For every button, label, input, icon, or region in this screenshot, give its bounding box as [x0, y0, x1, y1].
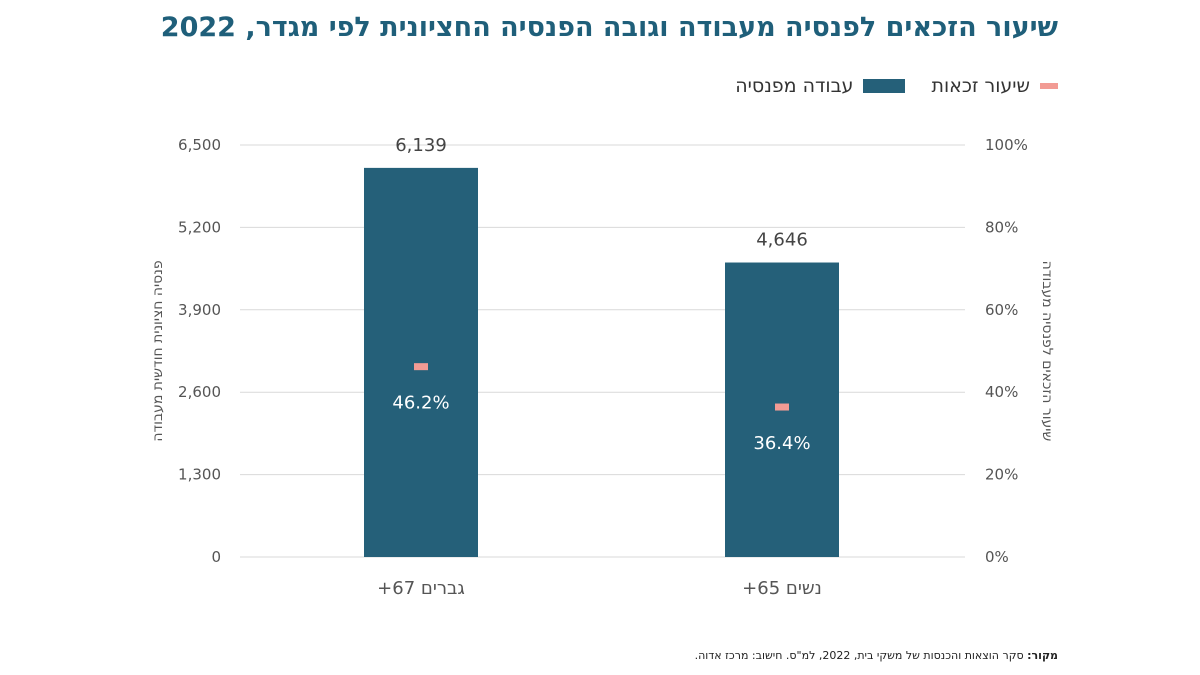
y-right-tick-label: 20%: [985, 466, 1018, 484]
legend-label-rate: שיעור זכאות: [931, 75, 1030, 97]
rate-marker: [414, 363, 428, 371]
y-left-tick-label: 1,300: [178, 466, 221, 484]
chart-title: שיעור הזכאים לפנסיה מעבודה וגובה הפנסיה …: [160, 12, 1058, 43]
legend-bar-swatch: [863, 79, 906, 93]
bar: [364, 167, 478, 558]
rate-value-label: 46.2%: [392, 393, 449, 414]
rate-value-label: 36.4%: [753, 433, 810, 454]
source-note: מקור: סקר הוצאות והכנסות של משקי בית, 20…: [695, 649, 1058, 662]
y-left-tick-label: 5,200: [178, 218, 221, 236]
bar-value-label: 6,139: [395, 135, 447, 156]
y-right-tick-label: 100%: [985, 136, 1028, 154]
y-left-axis-title: פנסיה חציונית חודשית מעבודה: [150, 260, 166, 441]
y-left-tick-label: 3,900: [178, 301, 221, 319]
y-right-tick-label: 80%: [985, 218, 1018, 236]
y-left-tick-label: 6,500: [178, 136, 221, 154]
y-right-tick-label: 60%: [985, 301, 1018, 319]
y-left-tick-label: 2,600: [178, 383, 221, 401]
legend-label-pension: עבודה מפנסיה: [735, 75, 854, 97]
source-text: סקר הוצאות והכנסות של משקי בית, 2022, למ…: [694, 649, 1028, 662]
bar-value-label: 4,646: [756, 230, 808, 251]
category-label: נשים 65+: [742, 578, 822, 599]
source-label: מקור:: [1027, 649, 1058, 662]
category-label: גברים 67+: [377, 578, 465, 599]
legend: שיעור זכאות עבודה מפנסיה: [735, 75, 1058, 97]
y-right-tick-label: 0%: [985, 548, 1009, 566]
y-right-tick-label: 40%: [985, 383, 1018, 401]
rate-marker: [775, 403, 789, 411]
legend-item-pension: עבודה מפנסיה: [735, 75, 906, 97]
y-left-tick-label: 0: [211, 548, 221, 566]
legend-item-rate: שיעור זכאות: [931, 75, 1058, 97]
y-right-axis-title: שיעור הזכאים לפנסיה מעבודה: [1039, 261, 1055, 442]
legend-marker-swatch: [1040, 83, 1058, 89]
